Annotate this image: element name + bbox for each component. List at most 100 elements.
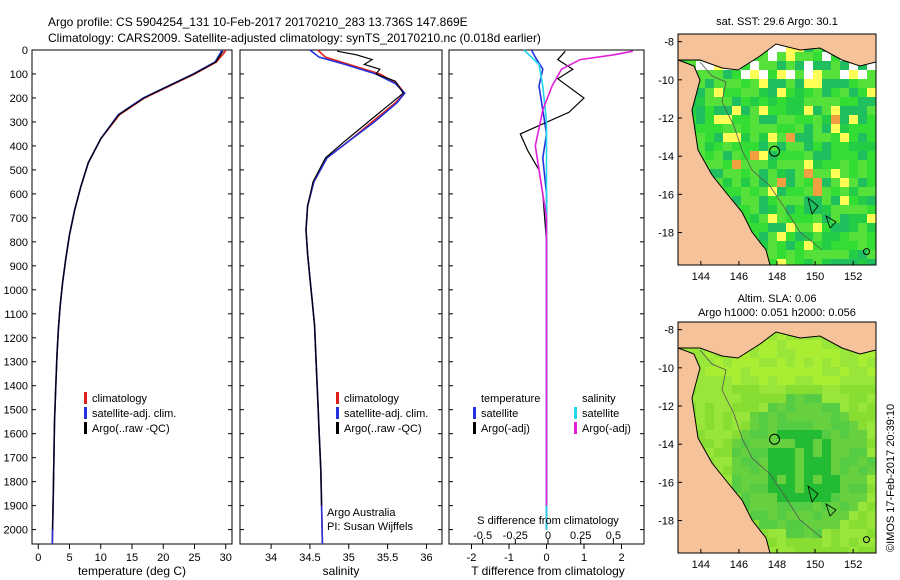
heatmap-cell <box>768 43 777 52</box>
heatmap-cell <box>732 466 741 475</box>
heatmap-cell <box>750 205 759 214</box>
heatmap-cell <box>741 448 750 457</box>
heatmap-cell <box>813 511 822 520</box>
heatmap-cell <box>750 178 759 187</box>
heatmap-cell <box>831 475 840 484</box>
heatmap-cell <box>822 538 831 547</box>
heatmap-cell <box>768 538 777 547</box>
heatmap-cell <box>795 484 804 493</box>
heatmap-cell <box>822 430 831 439</box>
heatmap-cell <box>723 133 732 142</box>
heatmap-cell <box>705 70 714 79</box>
heatmap-cell <box>714 115 723 124</box>
heatmap-cell <box>750 151 759 160</box>
heatmap-cell <box>714 421 723 430</box>
heatmap-cell <box>822 133 831 142</box>
depth-tick-label: 700 <box>10 213 28 225</box>
heatmap-cell <box>777 97 786 106</box>
heatmap-cell <box>696 97 705 106</box>
legend-label-argo: Argo(..raw -QC) <box>344 423 422 435</box>
heatmap-cell <box>822 358 831 367</box>
legend-label-climatology: climatology <box>344 393 400 405</box>
heatmap-cell <box>777 466 786 475</box>
heatmap-cell <box>840 403 849 412</box>
heatmap-cell <box>714 385 723 394</box>
longitude-tick-label: 144 <box>692 559 710 571</box>
depth-tick-label: 200 <box>10 93 28 105</box>
heatmap-cell <box>732 160 741 169</box>
heatmap-cell <box>813 412 822 421</box>
heatmap-cell <box>867 421 876 430</box>
heatmap-cell <box>768 241 777 250</box>
australia-landmass <box>678 347 771 553</box>
heatmap-cell <box>813 394 822 403</box>
heatmap-cell <box>822 376 831 385</box>
heatmap-cell <box>786 178 795 187</box>
heatmap-cell <box>768 115 777 124</box>
heatmap-cell <box>840 97 849 106</box>
heatmap-cell <box>831 430 840 439</box>
heatmap-cell <box>813 151 822 160</box>
heatmap-cell <box>840 169 849 178</box>
heatmap-cell <box>714 97 723 106</box>
pi-label: PI: Susan Wijffels <box>327 521 413 533</box>
heatmap-cell <box>840 160 849 169</box>
heatmap-cell <box>768 124 777 133</box>
heatmap-cell <box>741 439 750 448</box>
heatmap-cell <box>813 403 822 412</box>
heatmap-cell <box>822 241 831 250</box>
heatmap-cell <box>696 358 705 367</box>
depth-tick-label: 600 <box>10 189 28 201</box>
series-line-satellite-adj-clim- <box>51 49 223 545</box>
heatmap-cell <box>858 70 867 79</box>
heatmap-cell <box>867 70 876 79</box>
heatmap-cell <box>714 79 723 88</box>
heatmap-cell <box>759 430 768 439</box>
heatmap-cell <box>741 79 750 88</box>
heatmap-cell <box>750 430 759 439</box>
heatmap-cell <box>849 223 858 232</box>
heatmap-cell <box>741 205 750 214</box>
heatmap-cell <box>768 457 777 466</box>
depth-tick-label: 2000 <box>4 525 28 537</box>
heatmap-cell <box>741 421 750 430</box>
heatmap-cell <box>723 169 732 178</box>
heatmap-cell <box>831 448 840 457</box>
heatmap-cell <box>831 115 840 124</box>
heatmap-cell <box>795 214 804 223</box>
heatmap-cell <box>741 97 750 106</box>
legend-swatch-argo <box>84 422 87 434</box>
heatmap-cell <box>849 250 858 259</box>
heatmap-cell <box>714 457 723 466</box>
heatmap-cell <box>768 403 777 412</box>
heatmap-cell <box>696 106 705 115</box>
heatmap-cell <box>723 376 732 385</box>
heatmap-cell <box>777 547 786 553</box>
heatmap-cell <box>777 529 786 538</box>
heatmap-cell <box>858 484 867 493</box>
heatmap-cell <box>723 106 732 115</box>
salinity-tick-label: 35.5 <box>377 552 398 564</box>
heatmap-cell <box>786 241 795 250</box>
t-difference-tick-label: 0 <box>543 552 549 564</box>
series-line-argo-raw-qc- <box>305 50 404 506</box>
heatmap-cell <box>732 133 741 142</box>
heatmap-cell <box>696 79 705 88</box>
temperature-x-axis: 0 5 10 15 20 25 30 <box>35 544 232 564</box>
heatmap-cell <box>768 88 777 97</box>
heatmap-cell <box>777 538 786 547</box>
heatmap-cell <box>723 160 732 169</box>
heatmap-cell <box>705 358 714 367</box>
heatmap-cell <box>786 367 795 376</box>
depth-tick-label: 1000 <box>4 285 28 297</box>
heatmap-cell <box>714 106 723 115</box>
heatmap-cell <box>696 133 705 142</box>
heatmap-cell <box>822 529 831 538</box>
heatmap-cell <box>741 178 750 187</box>
heatmap-cell <box>768 421 777 430</box>
reef-contour <box>807 196 837 229</box>
heatmap-cell <box>768 178 777 187</box>
heatmap-cell <box>714 151 723 160</box>
heatmap-cell <box>813 484 822 493</box>
